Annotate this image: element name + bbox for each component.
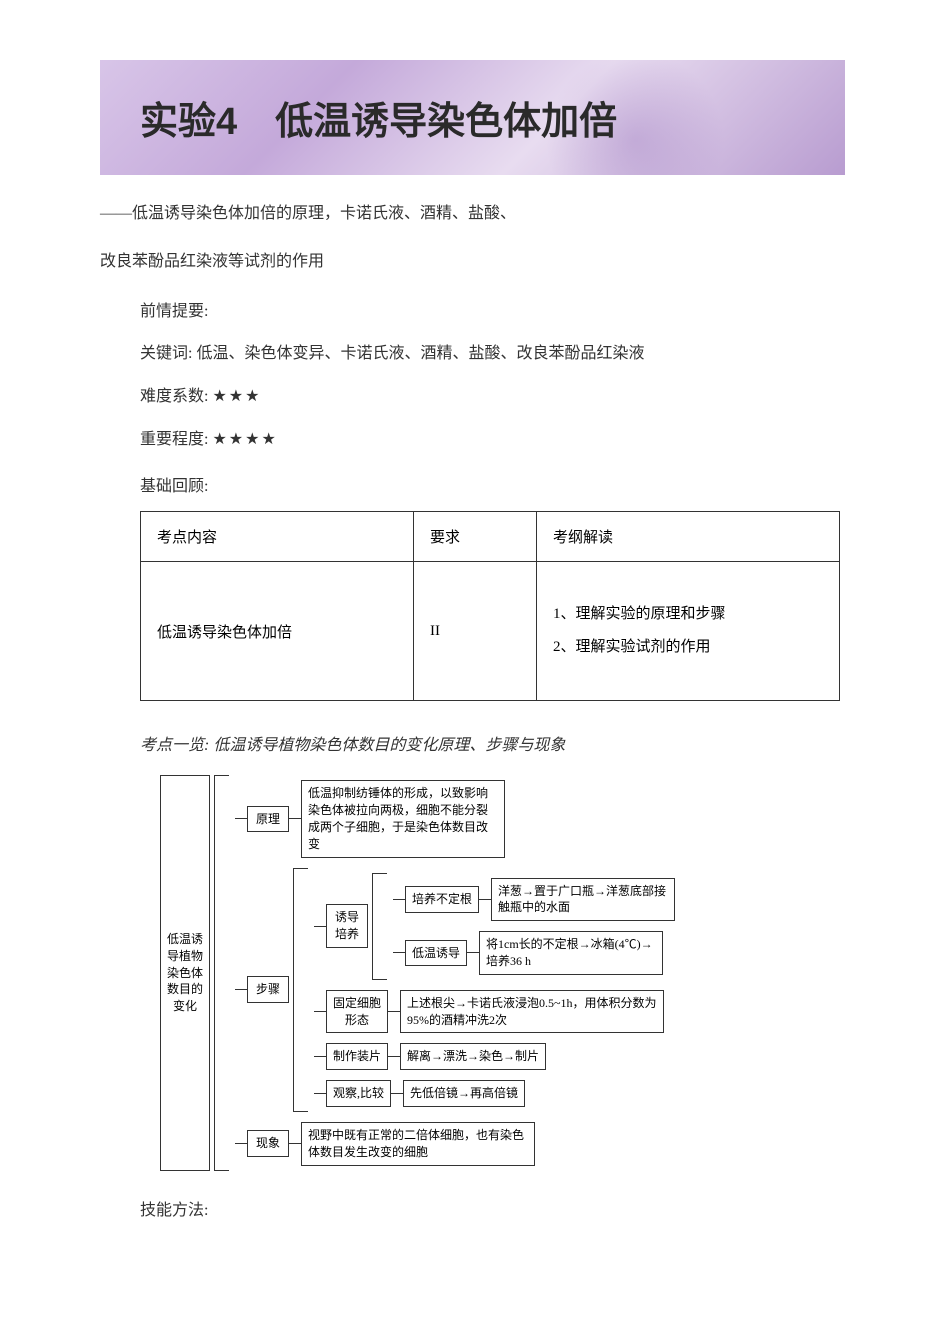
difficulty-stars: ★★★ (212, 388, 261, 405)
banner-title: 实验4 低温诱导染色体加倍 (140, 90, 805, 145)
keywords-label: 关键词: (140, 345, 192, 362)
header-col2: 要求 (414, 512, 537, 562)
document-page: 实验4 低温诱导染色体加倍 ——低温诱导染色体加倍的原理，卡诺氏液、酒精、盐酸、… (0, 0, 945, 1270)
flow-root: 低温诱导植物染色体数目的变化 (160, 775, 210, 1170)
row1-col2: II (414, 562, 537, 701)
step-fix-cell: 固定细胞形态 上述根尖→卡诺氏液浸泡0.5~1h，用体积分数为95%的酒精冲洗2… (314, 990, 675, 1034)
flow-root-branch: 低温诱导植物染色体数目的变化 原理 低温抑制纺锤体的形成，以致影响染色体被拉向两… (160, 775, 845, 1170)
review-table: 考点内容 要求 考纲解读 低温诱导染色体加倍 II 1、理解实验的原理和步骤 2… (140, 511, 840, 701)
connector (235, 1143, 247, 1144)
steps-label: 步骤 (247, 976, 289, 1003)
skill-method-label: 技能方法: (140, 1196, 845, 1220)
importance-row: 重要程度: ★★★★ (140, 422, 845, 457)
bracket (293, 868, 308, 1112)
connector (235, 989, 247, 990)
connector (391, 1093, 403, 1094)
induce-children: 培养不定根 洋葱→置于广口瓶→洋葱底部接触瓶中的水面 低温诱导 将1cm长的不定… (393, 873, 675, 980)
flowchart: 低温诱导植物染色体数目的变化 原理 低温抑制纺锤体的形成，以致影响染色体被拉向两… (160, 775, 845, 1170)
overview-title: 考点一览: 低温诱导植物染色体数目的变化原理、步骤与现象 (140, 731, 845, 755)
connector (289, 818, 301, 819)
subtitle-line-2: 改良苯酚品红染液等试剂的作用 (100, 243, 845, 281)
fix-cell-content: 上述根尖→卡诺氏液浸泡0.5~1h，用体积分数为95%的酒精冲洗2次 (400, 990, 664, 1034)
steps-children: 诱导培养 培养不定根 洋葱→置于广口瓶→洋葱底部接触瓶中的水面 (314, 868, 675, 1112)
culture-root-content: 洋葱→置于广口瓶→洋葱底部接触瓶中的水面 (491, 878, 675, 922)
header-col3: 考纲解读 (537, 512, 840, 562)
connector (235, 818, 247, 819)
interpretation-line2: 2、理解实验试剂的作用 (553, 631, 823, 664)
importance-label: 重要程度: (140, 431, 208, 448)
branch-steps: 步骤 诱导培养 培养不定根 (235, 868, 675, 1112)
induce-culture-label: 诱导培养 (326, 904, 368, 948)
header-col1: 考点内容 (141, 512, 414, 562)
principle-label: 原理 (247, 806, 289, 833)
interpretation-line1: 1、理解实验的原理和步骤 (553, 598, 823, 631)
preface-label: 前情提要: (140, 297, 845, 321)
branch-principle: 原理 低温抑制纺锤体的形成，以致影响染色体被拉向两极，细胞不能分裂成两个子细胞，… (235, 780, 675, 857)
step-induce-culture: 诱导培养 培养不定根 洋葱→置于广口瓶→洋葱底部接触瓶中的水面 (314, 873, 675, 980)
principle-content: 低温抑制纺锤体的形成，以致影响染色体被拉向两极，细胞不能分裂成两个子细胞，于是染… (301, 780, 505, 857)
connector (393, 899, 405, 900)
keywords-value: 低温、染色体变异、卡诺氏液、酒精、盐酸、改良苯酚品红染液 (196, 345, 644, 362)
branch-phenomenon: 现象 视野中既有正常的二倍体细胞，也有染色体数目发生改变的细胞 (235, 1122, 675, 1166)
connector (393, 952, 405, 953)
title-banner: 实验4 低温诱导染色体加倍 (100, 60, 845, 175)
connector (314, 926, 326, 927)
connector (314, 1011, 326, 1012)
table-row: 低温诱导染色体加倍 II 1、理解实验的原理和步骤 2、理解实验试剂的作用 (141, 562, 840, 701)
table-header-row: 考点内容 要求 考纲解读 (141, 512, 840, 562)
low-temp-content: 将1cm长的不定根→冰箱(4℃)→培养36 h (479, 931, 663, 975)
row1-col3: 1、理解实验的原理和步骤 2、理解实验试剂的作用 (537, 562, 840, 701)
connector (388, 1056, 400, 1057)
connector (479, 899, 491, 900)
keywords-row: 关键词: 低温、染色体变异、卡诺氏液、酒精、盐酸、改良苯酚品红染液 (140, 336, 845, 371)
low-temp-induce: 低温诱导 将1cm长的不定根→冰箱(4℃)→培养36 h (393, 931, 675, 975)
make-slide-label: 制作装片 (326, 1043, 388, 1070)
culture-root-label: 培养不定根 (405, 886, 479, 913)
phenomenon-content: 视野中既有正常的二倍体细胞，也有染色体数目发生改变的细胞 (301, 1122, 535, 1166)
low-temp-label: 低温诱导 (405, 940, 467, 967)
main-branches: 原理 低温抑制纺锤体的形成，以致影响染色体被拉向两极，细胞不能分裂成两个子细胞，… (235, 775, 675, 1170)
connector (314, 1056, 326, 1057)
step-make-slide: 制作装片 解离→漂洗→染色→制片 (314, 1043, 675, 1070)
difficulty-row: 难度系数: ★★★ (140, 379, 845, 414)
make-slide-content: 解离→漂洗→染色→制片 (400, 1043, 546, 1070)
row1-col1: 低温诱导染色体加倍 (141, 562, 414, 701)
observe-label: 观察,比较 (326, 1080, 391, 1107)
subtitle-line-1: ——低温诱导染色体加倍的原理，卡诺氏液、酒精、盐酸、 (100, 195, 845, 233)
phenomenon-label: 现象 (247, 1130, 289, 1157)
culture-root: 培养不定根 洋葱→置于广口瓶→洋葱底部接触瓶中的水面 (393, 878, 675, 922)
step-observe: 观察,比较 先低倍镜→再高倍镜 (314, 1080, 675, 1107)
review-heading: 基础回顾: (140, 472, 845, 496)
connector (388, 1011, 400, 1012)
difficulty-label: 难度系数: (140, 388, 208, 405)
connector (289, 1143, 301, 1144)
bracket (214, 775, 229, 1170)
fix-cell-label: 固定细胞形态 (326, 990, 388, 1034)
importance-stars: ★★★★ (212, 431, 277, 448)
observe-content: 先低倍镜→再高倍镜 (403, 1080, 525, 1107)
connector (467, 952, 479, 953)
connector (314, 1093, 326, 1094)
bracket (372, 873, 387, 980)
